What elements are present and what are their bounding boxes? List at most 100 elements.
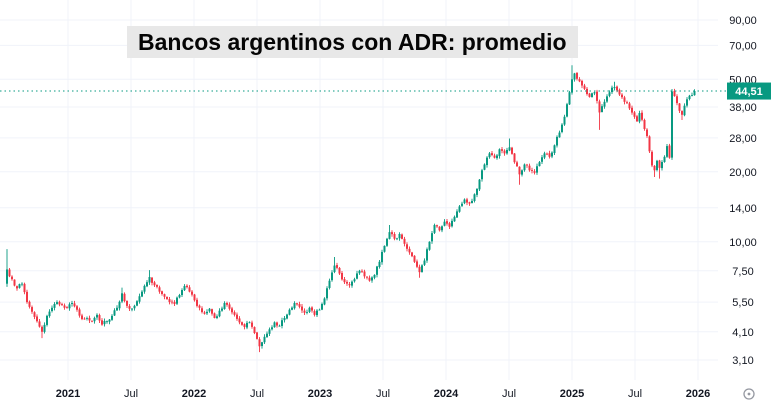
candle xyxy=(638,110,641,124)
candle-body xyxy=(533,171,536,173)
candle-body xyxy=(463,199,466,204)
candle-body xyxy=(43,324,46,332)
candle xyxy=(576,72,578,81)
candle-body xyxy=(156,285,158,287)
candle-body xyxy=(331,272,333,281)
time-axis-label: 2023 xyxy=(308,388,332,400)
candle-body xyxy=(641,112,643,120)
candle xyxy=(98,313,101,324)
candle xyxy=(453,215,456,222)
candle xyxy=(48,309,51,318)
candle-body xyxy=(631,107,633,113)
candle-body xyxy=(571,79,573,93)
candle xyxy=(608,90,611,98)
price-axis-label: 7,50 xyxy=(732,266,753,278)
candle xyxy=(561,123,563,134)
candle xyxy=(468,201,471,206)
candle-body xyxy=(58,301,61,305)
chart-title: Bancos argentinos con ADR: promedio xyxy=(127,26,578,58)
time-axis[interactable]: 2021 Jul 2022 Jul 2023 Jul 2024 Jul 2025 Jul 2026 xyxy=(56,388,710,400)
candle-body xyxy=(383,245,386,252)
time-axis-label: Jul xyxy=(502,388,516,400)
candle xyxy=(491,151,493,157)
candle xyxy=(373,274,376,280)
candle-body xyxy=(506,149,508,154)
candle-body xyxy=(443,221,446,226)
candle xyxy=(391,230,393,237)
candle-body xyxy=(388,232,391,239)
candle-body xyxy=(373,274,376,278)
candle xyxy=(78,307,81,318)
candle xyxy=(23,282,26,295)
candle xyxy=(538,160,541,167)
time-axis-label: Jul xyxy=(628,388,642,400)
candle-body xyxy=(258,339,261,347)
time-axis-label: Jul xyxy=(124,388,138,400)
candle xyxy=(633,110,636,119)
candle-body xyxy=(466,199,468,203)
candle xyxy=(246,320,248,330)
candle-body xyxy=(126,300,128,306)
candle xyxy=(401,233,403,240)
candle xyxy=(158,285,161,294)
candle xyxy=(416,259,418,269)
candle xyxy=(583,83,586,90)
candle xyxy=(31,305,33,314)
candle xyxy=(216,314,218,320)
candle xyxy=(61,302,63,306)
candle-body xyxy=(621,94,623,98)
candle xyxy=(143,284,146,294)
candle xyxy=(521,169,523,177)
candle xyxy=(413,255,416,264)
candle xyxy=(381,249,383,265)
candle-body xyxy=(286,314,288,319)
candle xyxy=(511,146,513,155)
candle-body xyxy=(131,308,133,310)
candle xyxy=(386,237,388,247)
candle xyxy=(153,280,156,287)
candle xyxy=(476,188,478,198)
candle xyxy=(466,197,468,206)
candle xyxy=(203,310,206,315)
candle-body xyxy=(266,333,268,337)
candle-body xyxy=(268,329,271,334)
candle xyxy=(498,148,501,159)
candle xyxy=(311,306,313,313)
candle-body xyxy=(381,251,383,263)
candle-body xyxy=(633,112,636,117)
candle-body xyxy=(553,145,556,154)
candle xyxy=(313,309,316,317)
candle xyxy=(671,89,673,160)
candle xyxy=(238,316,241,325)
candle xyxy=(206,309,208,315)
candle xyxy=(558,130,561,138)
candle xyxy=(631,105,633,115)
candle-body xyxy=(501,149,503,151)
price-axis[interactable]: 90,0070,0050,0038,0028,0020,0014,0010,00… xyxy=(729,15,757,367)
candle xyxy=(286,313,288,320)
candle xyxy=(446,218,448,226)
candle-body xyxy=(681,111,683,115)
candle xyxy=(563,114,566,126)
candle xyxy=(641,110,643,122)
candle-body xyxy=(351,281,353,286)
candle-body xyxy=(423,260,426,265)
candle xyxy=(528,163,531,172)
candle-body xyxy=(661,161,663,169)
candle-body xyxy=(116,307,118,311)
candle xyxy=(18,283,21,289)
candle xyxy=(431,230,433,244)
candle-body xyxy=(33,312,36,317)
candle xyxy=(8,267,11,278)
candle xyxy=(11,275,13,281)
candle xyxy=(101,318,103,326)
candle-body xyxy=(31,307,33,312)
axis-settings-icon[interactable] xyxy=(743,388,755,400)
candle xyxy=(613,81,616,91)
candle xyxy=(223,301,226,310)
candle-body xyxy=(96,314,98,318)
price-axis-label: 4,10 xyxy=(732,327,753,339)
candle-body xyxy=(651,151,653,166)
candle xyxy=(141,290,143,298)
